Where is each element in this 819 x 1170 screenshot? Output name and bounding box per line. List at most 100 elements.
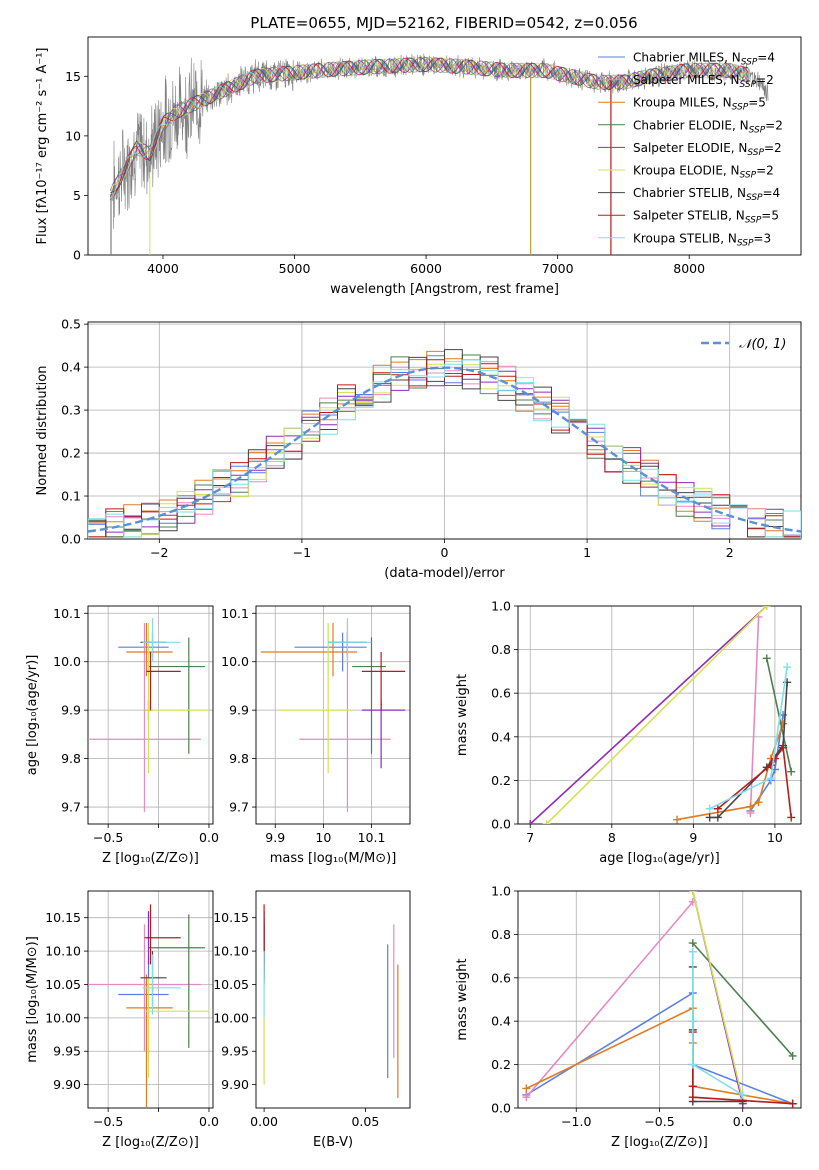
axes-frame — [87, 36, 802, 256]
y-tick-label: 10.00 — [213, 1010, 249, 1025]
x-tick-label: −1 — [293, 545, 311, 560]
x-tick-label: −0.5 — [644, 1114, 674, 1129]
x-tick-label: 10.1 — [358, 830, 386, 845]
y-tick-label: 10.15 — [213, 910, 249, 925]
x-tick-label: 0.00 — [250, 1114, 278, 1129]
series-line-kroupa-stelib — [709, 666, 788, 810]
y-tick-label: 9.90 — [221, 1077, 249, 1092]
x-axis-label: E(B-V) — [313, 1135, 353, 1150]
normal-curve — [88, 366, 801, 533]
point-marker-kroupa-stelib — [688, 1017, 697, 1026]
point-marker-salpeter-stelib — [688, 1082, 697, 1091]
legend-label: Salpeter MILES, NSSP=2 — [633, 73, 774, 90]
x-tick-label: 5000 — [279, 261, 311, 276]
legend-label: Kroupa MILES, NSSP=5 — [633, 96, 766, 113]
point-marker-chabrier-stelib — [705, 813, 714, 822]
x-tick-label: 10 — [767, 830, 783, 845]
axes-frame — [517, 890, 802, 1109]
y-tick-label: 0.0 — [491, 817, 511, 832]
x-tick-label: 7 — [526, 830, 534, 845]
plot-area — [88, 904, 209, 1108]
panel-2: −0.5 0.0 9.7 9.8 9.9 10.0 10.1 Z [log₁₀(Z/Z⊙)] a… — [25, 605, 219, 866]
x-tick-label: 0.05 — [351, 1114, 379, 1129]
x-axis-label: Z [log₁₀(Z/Z⊙)] — [102, 851, 199, 866]
plot-area — [88, 349, 801, 539]
legend-label: Salpeter ELODIE, NSSP=2 — [633, 141, 782, 158]
y-tick-label: 0.6 — [491, 970, 511, 985]
x-axis-label: Z [log₁₀(Z/Z⊙)] — [611, 1135, 708, 1150]
y-tick-label: 10.1 — [221, 606, 249, 621]
y-tick-label: 0.2 — [491, 773, 511, 788]
model-line-salpeter-miles — [110, 57, 749, 202]
x-axis-label: Z [log₁₀(Z/Z⊙)] — [102, 1135, 199, 1150]
y-tick-label: 9.7 — [229, 800, 249, 815]
y-tick-label: 0.2 — [491, 1057, 511, 1072]
point-marker-kroupa-miles — [746, 802, 755, 811]
point-marker-kroupa-stelib — [766, 774, 775, 783]
axes-frame — [255, 890, 411, 1109]
point-marker-kroupa-stelib — [688, 947, 697, 956]
y-tick-label: 1.0 — [491, 599, 511, 614]
x-tick-label: 7000 — [542, 261, 574, 276]
point-marker-salpeter-stelib — [787, 813, 796, 822]
y-tick-label: 10.1 — [53, 606, 81, 621]
y-tick-label: 10.0 — [221, 654, 249, 669]
y-tick-label: 0.8 — [491, 927, 511, 942]
histogram-kroupa-stelib — [88, 359, 801, 539]
x-axis-label: (data-model)/error — [384, 566, 505, 581]
legend-label: Chabrier STELIB, NSSP=4 — [633, 186, 780, 203]
y-axis-label: Normed distribution — [35, 366, 50, 496]
x-tick-label: 8000 — [673, 261, 705, 276]
plot-area — [88, 618, 209, 812]
legend: 𝒩(0, 1) — [701, 337, 786, 352]
y-tick-label: 9.9 — [61, 703, 81, 718]
model-line-chabrier-stelib — [110, 57, 749, 194]
y-tick-label: 9.95 — [53, 1044, 81, 1059]
series-line-kroupa-elodie — [545, 606, 768, 824]
x-tick-label: 0.0 — [199, 1114, 219, 1129]
plot-area — [263, 904, 399, 1098]
series-line-salpeter-elodie — [529, 606, 768, 824]
y-tick-label: 0.0 — [61, 532, 81, 547]
x-tick-label: 4000 — [147, 261, 179, 276]
y-tick-label: 0.5 — [61, 317, 81, 332]
axes-frame — [87, 890, 214, 1109]
point-marker-kroupa-stelib — [688, 1060, 697, 1069]
legend-label: Salpeter STELIB, NSSP=5 — [633, 209, 779, 226]
y-tick-label: 0.0 — [491, 1101, 511, 1116]
y-tick-label: 9.8 — [229, 751, 249, 766]
x-tick-label: 1 — [583, 545, 591, 560]
legend-label: Kroupa ELODIE, NSSP=2 — [633, 164, 774, 181]
model-line-kroupa-stelib — [109, 57, 749, 203]
y-tick-label: 0.4 — [491, 729, 511, 744]
point-marker-salpeter-stelib — [713, 804, 722, 813]
y-tick-label: 10.00 — [45, 1010, 81, 1025]
y-tick-label: 9.95 — [221, 1044, 249, 1059]
y-axis-label: Flux [fλ10⁻¹⁷ erg cm⁻² s⁻¹ A⁻¹] — [35, 48, 50, 245]
series-line-chabrier-elodie — [765, 658, 792, 772]
y-axis-label: mass weight — [455, 674, 470, 756]
y-tick-label: 9.9 — [229, 703, 249, 718]
y-tick-label: 0.4 — [61, 360, 81, 375]
y-tick-label: 10.0 — [53, 654, 81, 669]
point-marker-salpeter-elodie — [526, 820, 535, 824]
point-marker-chabrier-elodie — [788, 1051, 797, 1060]
point-marker-chabrier-stelib — [762, 763, 771, 772]
panel-0: 4000 5000 6000 7000 8000 0 5 10 15 wavelength [An… — [35, 36, 802, 297]
panel-6: 0.00 0.05 9.90 9.95 10.00 10.05 10.10 10.15 E(B-… — [213, 890, 411, 1150]
y-tick-label: 5 — [73, 188, 81, 203]
y-tick-label: 0.1 — [61, 489, 81, 504]
y-tick-label: 10.05 — [213, 977, 249, 992]
axes-frame — [255, 605, 411, 825]
point-marker-salpeter-miles — [522, 1093, 531, 1102]
series-line-kroupa-elodie — [692, 891, 744, 1100]
plot-area — [109, 53, 769, 255]
legend-label: Kroupa STELIB, NSSP=3 — [633, 231, 771, 248]
figure-title: PLATE=0655, MJD=52162, FIBERID=0542, z=0… — [250, 14, 637, 32]
axes-frame — [517, 605, 802, 825]
point-marker-kroupa-stelib — [705, 804, 714, 813]
y-tick-label: 9.7 — [61, 800, 81, 815]
y-tick-label: 0.3 — [61, 403, 81, 418]
x-tick-label: 9 — [689, 830, 697, 845]
